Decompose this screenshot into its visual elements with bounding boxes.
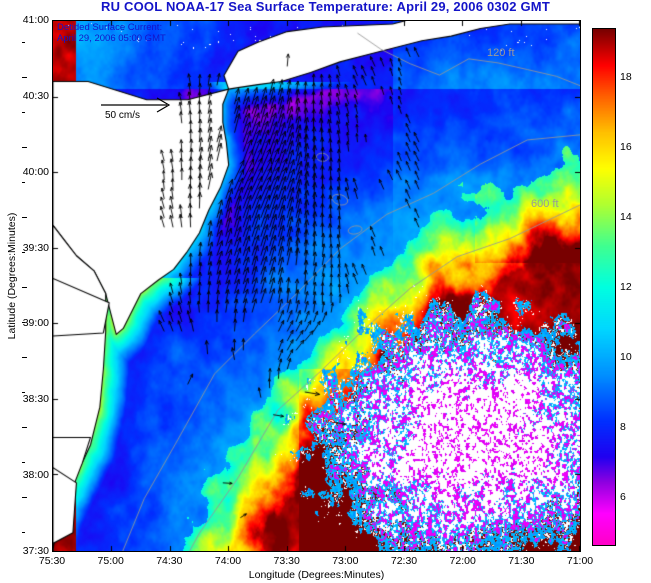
map-plot-area[interactable]: Detided Surface Current: April 29, 2006 … [52,20,581,552]
x-tick-75-00: 75:00 [97,555,124,567]
x-tick-71-00: 71:00 [566,555,594,567]
x-tick-75-30: 75:30 [38,555,66,567]
x-tick-74-00: 74:00 [214,555,242,567]
colorbar-tick-18 [22,77,27,78]
figure-title: RU COOL NOAA-17 Sea Surface Temperature:… [101,0,550,14]
y-tick-38-30: 38:30 [22,393,49,406]
inset-annotation: Detided Surface Current: April 29, 2006 … [57,22,166,44]
colorbar-tick-12 [22,287,27,288]
scale-arrow-icon [101,97,171,113]
colorbar-ticklabel-10: 10 [620,351,632,363]
y-tick-41-00: 41:00 [22,14,49,26]
colorbar-ticklabel-18: 18 [620,71,632,83]
colorbar-tick-5 [22,532,25,533]
x-axis-label: Longitude (Degrees:Minutes) [248,569,385,581]
x-tick-71-30: 71:30 [508,555,535,567]
colorbar-tick-16 [22,147,27,148]
colorbar-tick-10 [22,357,27,358]
y-tick-40-30: 40:30 [22,89,49,102]
colorbar-tick-6 [22,497,27,498]
colorbar-tick-14 [22,217,27,218]
x-tick-72-00: 72:00 [449,555,476,567]
y-tick-37-30: 37:30 [22,545,49,557]
colorbar-tick-19 [22,42,25,43]
y-tick-39-00: 39:00 [22,317,49,330]
colorbar[interactable] [592,28,616,546]
colorbar-ticklabel-8: 8 [620,421,626,433]
colorbar-ticklabel-6: 6 [620,491,626,503]
inset-annotation-line2: April 29, 2006 05:00 GMT [57,33,166,44]
scale-vector-legend: 50 cm/s [73,93,183,127]
x-tick-74-30: 74:30 [156,555,183,567]
y-axis-label: Latitude (Degrees:Minutes) [6,212,18,340]
colorbar-tick-11 [22,322,25,323]
colorbar-tick-7 [22,462,25,463]
x-tick-72-30: 72:30 [390,555,418,567]
bathymetry-label-600ft: 600 ft [531,198,559,210]
x-tick-73-30: 73:30 [273,555,300,567]
y-tick-38-00: 38:00 [22,469,49,482]
bathymetry-label-120ft: 120 ft [487,47,515,59]
colorbar-tick-15 [22,182,25,183]
colorbar-gradient [593,29,615,545]
inset-annotation-line1: Detided Surface Current: [57,22,163,33]
sst-heatmap-canvas [53,21,580,551]
colorbar-ticklabel-14: 14 [620,211,632,223]
scale-vector-label: 50 cm/s [105,110,141,121]
x-axis-tick-labels: 75:30 75:00 74:30 74:00 73:30 73:00 72:30 72:00… [0,555,651,571]
x-tick-73-00: 73:00 [332,555,359,567]
colorbar-tick-9 [22,392,25,393]
colorbar-tick-17 [22,112,25,113]
colorbar-tick-13 [22,252,25,253]
y-axis-tick-labels: 41:00 40:30 40:00 39:30 39:00 38:30 38:00 37:30 [0,0,49,583]
y-tick-39-30: 39:30 [22,241,49,254]
y-tick-40-00: 40:00 [22,165,49,178]
colorbar-ticklabel-12: 12 [620,281,632,293]
colorbar-tick-8 [22,427,27,428]
colorbar-ticklabel-16: 16 [620,141,632,153]
